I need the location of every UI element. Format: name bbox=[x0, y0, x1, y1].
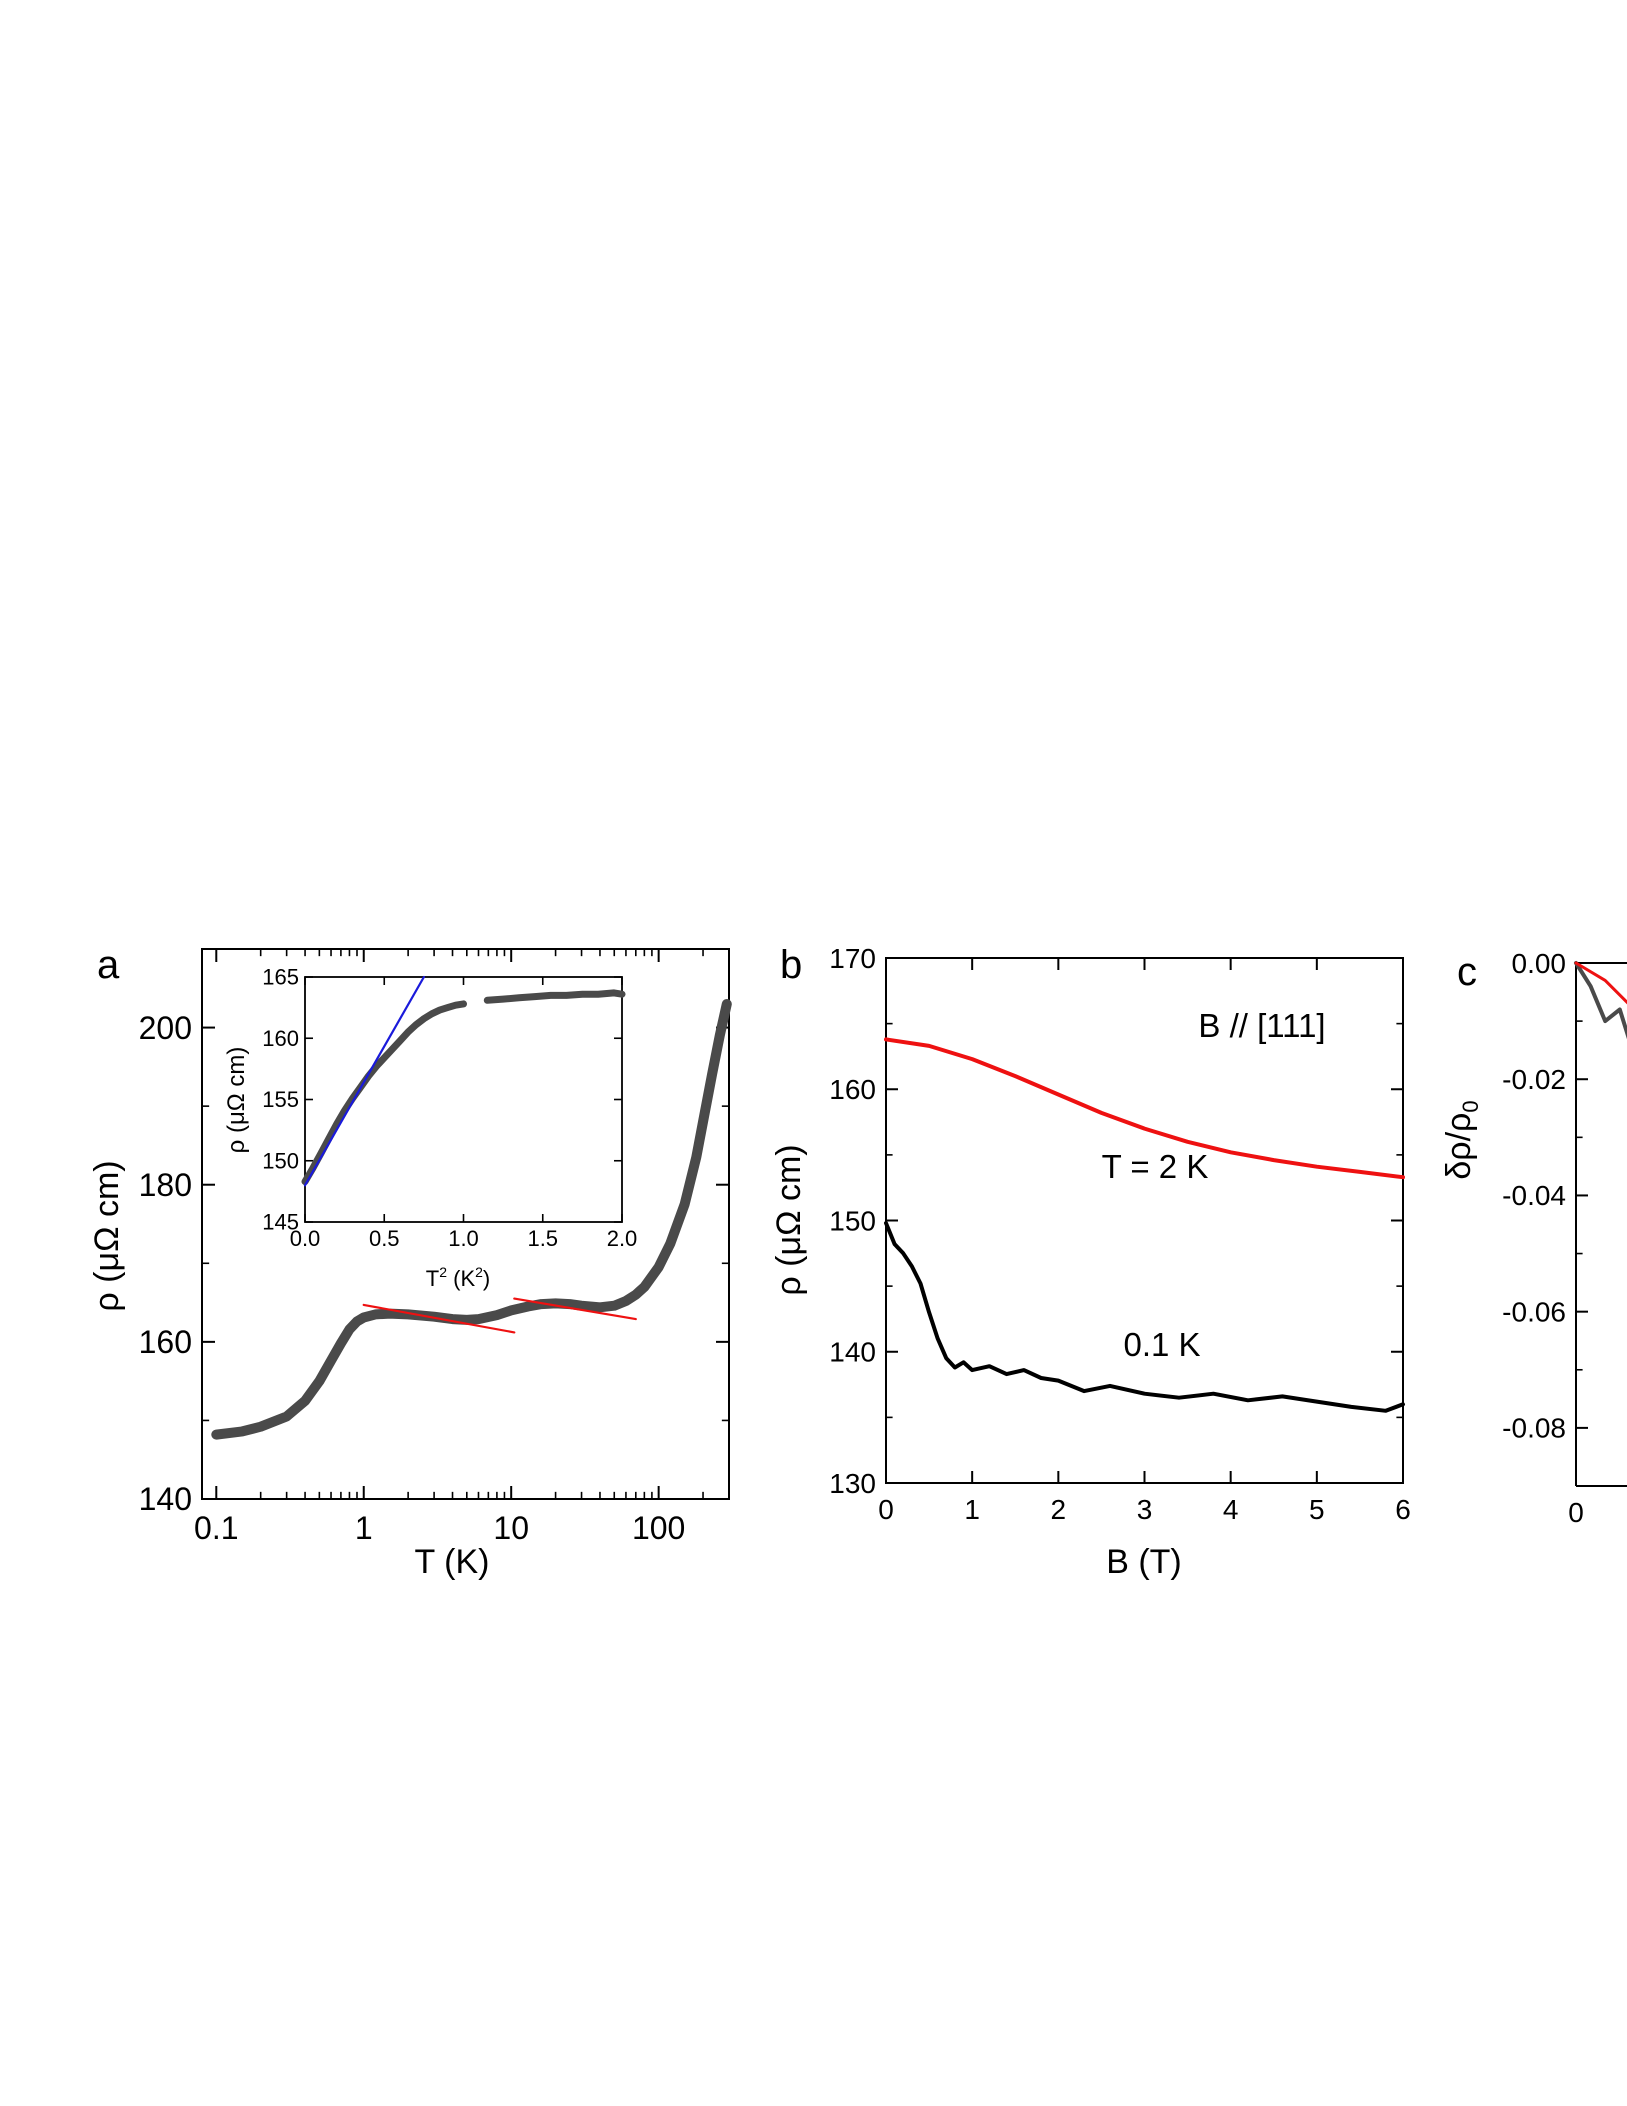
panel-b-x-axis-label: B (T) bbox=[1106, 1543, 1182, 1581]
x-tick-label: 2 bbox=[1051, 1494, 1067, 1525]
data-series-1 bbox=[483, 989, 626, 1004]
y-tick-label: 150 bbox=[262, 1148, 299, 1173]
panel-b-y-axis-label: ρ (μΩ cm) bbox=[770, 1144, 808, 1295]
x-tick-label: 1 bbox=[964, 1494, 980, 1525]
y-tick-label: 160 bbox=[262, 1026, 299, 1051]
panel-a-inset: 0.0 0.5 1.0 1.5 2.0 145 150 155 160 165 T2 (K2) ρ… bbox=[223, 965, 637, 1291]
x-tick-label: 0.1 bbox=[194, 1510, 238, 1546]
y-tick-label: 140 bbox=[829, 1337, 876, 1368]
inset-y-axis-label: ρ (μΩ cm) bbox=[223, 1047, 250, 1154]
data-series-0 bbox=[1574, 961, 1627, 1040]
data-series-0 bbox=[884, 1037, 1405, 1180]
y-tick-label: 160 bbox=[139, 1324, 192, 1360]
x-tick-label: 2.0 bbox=[607, 1226, 638, 1251]
y-tick-label: 145 bbox=[262, 1210, 299, 1235]
x-tick-label: 5 bbox=[1309, 1494, 1325, 1525]
x-tick-label: 4 bbox=[1223, 1494, 1239, 1525]
panel-a-label: a bbox=[97, 943, 120, 987]
panel-b-series bbox=[884, 1037, 1405, 1413]
panel-a-x-axis-label: T (K) bbox=[415, 1543, 490, 1581]
x-tick-label: 6 bbox=[1395, 1494, 1411, 1525]
panel-c-y-axis-label: δρ/ρ0 bbox=[1440, 1100, 1483, 1179]
fit-line-2 bbox=[513, 1297, 637, 1321]
y-tick-label: -0.06 bbox=[1502, 1296, 1566, 1327]
x-tick-label: 0.0 bbox=[290, 1226, 321, 1251]
y-tick-label: 170 bbox=[829, 943, 876, 974]
data-series-1 bbox=[884, 1221, 1405, 1413]
y-tick-label: -0.04 bbox=[1502, 1180, 1566, 1211]
y-tick-label: 165 bbox=[262, 965, 299, 990]
panel-a-ticks: 0.1 1 10 100 140 160 180 200 bbox=[139, 948, 730, 1546]
y-tick-label: 155 bbox=[262, 1087, 299, 1112]
y-tick-label: 130 bbox=[829, 1468, 876, 1499]
x-tick-label: 0 bbox=[878, 1494, 894, 1525]
panel-a-y-axis-label: ρ (μΩ cm) bbox=[88, 1160, 126, 1311]
panel-c-ticks: 0 0.00 -0.02 -0.04 -0.06 -0.08 bbox=[1502, 948, 1588, 1528]
data-series-0 bbox=[301, 1000, 467, 1186]
inset-series bbox=[301, 975, 626, 1187]
x-tick-label: 0 bbox=[1568, 1497, 1584, 1528]
x-tick-label: 1 bbox=[355, 1510, 373, 1546]
panel-b: b 0 1 2 3 4 5 6 130 140 150 160 170 B // [111] T = … bbox=[770, 943, 1411, 1581]
y-tick-label: 140 bbox=[139, 1481, 192, 1517]
panel-b-annotation-01k: 0.1 K bbox=[1123, 1326, 1200, 1363]
panel-a-series bbox=[211, 999, 732, 1440]
fit-line-2 bbox=[303, 975, 425, 1187]
x-tick-label: 3 bbox=[1137, 1494, 1153, 1525]
x-tick-label: 1.5 bbox=[527, 1226, 558, 1251]
panel-b-ticks: 0 1 2 3 4 5 6 130 140 150 160 170 bbox=[829, 943, 1411, 1525]
fit-line-1 bbox=[362, 1303, 516, 1334]
panel-b-annotation-2k: T = 2 K bbox=[1102, 1148, 1209, 1185]
y-tick-label: 0.00 bbox=[1512, 948, 1567, 979]
data-series-0 bbox=[211, 999, 732, 1440]
y-tick-label: 160 bbox=[829, 1074, 876, 1105]
y-tick-label: 200 bbox=[139, 1010, 192, 1046]
x-tick-label: 10 bbox=[493, 1510, 529, 1546]
panel-c: c 0 0.00 -0.02 -0.04 -0.06 -0.08 δρ/ρ0 bbox=[1440, 948, 1627, 1528]
x-tick-label: 0.5 bbox=[369, 1226, 400, 1251]
panel-a-frame bbox=[201, 948, 730, 1500]
y-tick-label: -0.02 bbox=[1502, 1064, 1566, 1095]
y-tick-label: 180 bbox=[139, 1167, 192, 1203]
inset-x-axis-label: T2 (K2) bbox=[426, 1264, 491, 1291]
inset-ticks: 0.0 0.5 1.0 1.5 2.0 145 150 155 160 165 bbox=[262, 965, 637, 1251]
panel-c-series bbox=[1574, 961, 1627, 1040]
y-tick-label: 150 bbox=[829, 1205, 876, 1236]
panel-b-annotation-direction: B // [111] bbox=[1198, 1007, 1325, 1044]
x-tick-label: 1.0 bbox=[448, 1226, 479, 1251]
panel-b-label: b bbox=[780, 943, 802, 987]
panel-c-label: c bbox=[1457, 950, 1477, 994]
x-tick-label: 100 bbox=[632, 1510, 685, 1546]
inset-frame bbox=[304, 976, 623, 1223]
fit-line-1 bbox=[1574, 961, 1627, 1005]
y-tick-label: -0.08 bbox=[1502, 1413, 1566, 1444]
